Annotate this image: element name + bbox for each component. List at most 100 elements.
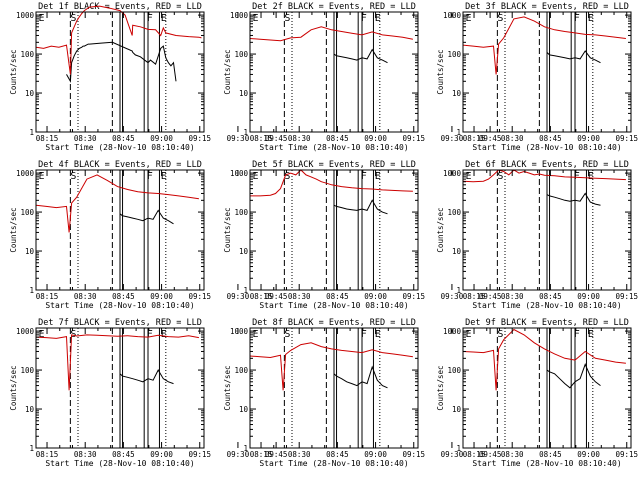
plot-frame: [35, 11, 205, 133]
y-tick-label: 1000: [443, 327, 462, 336]
chart-title: Det 6f BLACK = Events, RED = LLD: [465, 160, 629, 170]
y-tick-label: 10: [239, 89, 249, 98]
y-tick-label: 1000: [443, 169, 462, 178]
interval-marker-label: E: [375, 13, 381, 24]
plot-frame: [249, 327, 419, 449]
y-axis-label: Counts/sec: [223, 207, 232, 252]
y-tick-label: 10: [25, 405, 35, 414]
y-tick-label: 1000: [16, 11, 35, 20]
series-line-events: [546, 50, 601, 64]
x-tick-label: 09:30: [227, 134, 250, 143]
x-axis-label: Start Time (28-Nov-10 08:10:40): [472, 143, 621, 152]
y-tick-label: 1000: [443, 11, 462, 20]
x-axis-label: Start Time (28-Nov-10 08:10:40): [259, 301, 408, 310]
x-axis-label: Start Time (28-Nov-10 08:10:40): [259, 459, 408, 468]
y-tick-label: 100: [20, 50, 34, 59]
y-tick-label: 1: [243, 128, 248, 137]
y-tick-label: 100: [234, 208, 248, 217]
x-tick-label: 09:30: [441, 450, 464, 459]
x-tick-label: 09:00: [364, 292, 387, 301]
x-tick-label: 09:15: [402, 134, 425, 143]
interval-marker-label: E: [466, 171, 472, 182]
interval-marker-label: S: [70, 329, 76, 340]
interval-marker-label: S: [497, 171, 503, 182]
x-tick-label: 09:30: [227, 450, 250, 459]
x-tick-label: 08:30: [74, 292, 97, 301]
interval-marker-label: E: [161, 329, 167, 340]
x-tick-label: 08:30: [501, 450, 524, 459]
y-axis-label: Counts/sec: [9, 365, 18, 410]
interval-marker-label: F: [147, 13, 153, 24]
x-tick-label: 08:30: [288, 292, 311, 301]
interval-marker-label: E: [375, 171, 381, 182]
series-line-events: [333, 199, 388, 215]
x-axis-label: Start Time (28-Nov-10 08:10:40): [472, 459, 621, 468]
x-tick-label: 08:45: [326, 134, 349, 143]
y-tick-label: 1000: [230, 327, 249, 336]
series-line-events: [546, 363, 601, 389]
x-tick-label: 09:00: [577, 292, 600, 301]
chart-title: Det 4f BLACK = Events, RED = LLD: [38, 160, 202, 170]
y-axis-label: Counts/sec: [436, 49, 445, 94]
x-tick-label: 08:45: [326, 292, 349, 301]
y-axis-label: Counts/sec: [9, 207, 18, 252]
plot-frame: [462, 11, 632, 133]
interval-marker-label: F: [574, 13, 580, 24]
y-tick-label: 10: [25, 89, 35, 98]
y-tick-label: 100: [20, 366, 34, 375]
series-line-events: [333, 365, 388, 389]
y-tick-label: 1000: [16, 327, 35, 336]
y-tick-label: 10: [25, 247, 35, 256]
y-axis-label: Counts/sec: [436, 207, 445, 252]
chart-title: Det 2f BLACK = Events, RED = LLD: [252, 2, 416, 12]
interval-marker-label: S: [284, 329, 290, 340]
interval-marker-label: E: [588, 171, 594, 182]
x-tick-label: 08:45: [112, 450, 135, 459]
y-tick-label: 10: [452, 247, 462, 256]
interval-marker-label: F: [147, 329, 153, 340]
series-line-lld: [35, 334, 199, 391]
plot-frame: [35, 327, 205, 449]
y-tick-label: 1: [456, 286, 461, 295]
chart-title: Det 3f BLACK = Events, RED = LLD: [465, 2, 629, 12]
interval-marker-label: F: [361, 13, 367, 24]
series-line-lld: [249, 342, 413, 391]
interval-marker-label: E: [466, 329, 472, 340]
y-tick-label: 10: [452, 89, 462, 98]
interval-marker-label: E: [253, 171, 259, 182]
series-line-lld: [249, 26, 413, 42]
x-tick-label: 08:15: [36, 134, 59, 143]
x-tick-label: 09:00: [150, 450, 173, 459]
interval-marker-label: F: [361, 171, 367, 182]
plot-frame: [249, 169, 419, 291]
chart-title: Det 7f BLACK = Events, RED = LLD: [38, 318, 202, 328]
x-tick-label: 08:30: [288, 450, 311, 459]
y-tick-label: 10: [452, 405, 462, 414]
plot-frame: [249, 11, 419, 133]
series-line-events: [333, 48, 388, 64]
interval-marker-label: E: [466, 13, 472, 24]
series-line-events: [119, 209, 174, 225]
interval-marker-label: E: [253, 13, 259, 24]
series-line-lld: [250, 169, 413, 197]
y-axis-label: Counts/sec: [9, 49, 18, 94]
series-line-events: [546, 192, 601, 206]
chart-title: Det 5f BLACK = Events, RED = LLD: [252, 160, 416, 170]
interval-marker-label: E: [253, 329, 259, 340]
x-tick-label: 09:00: [150, 292, 173, 301]
series-line-events: [119, 369, 174, 385]
x-axis-label: Start Time (28-Nov-10 08:10:40): [259, 143, 408, 152]
x-tick-label: 09:15: [402, 292, 425, 301]
series-line-lld: [35, 174, 199, 233]
x-axis-label: Start Time (28-Nov-10 08:10:40): [45, 143, 194, 152]
interval-marker-label: S: [284, 171, 290, 182]
x-tick-label: 09:00: [364, 134, 387, 143]
x-tick-label: 09:00: [577, 450, 600, 459]
x-tick-label: 09:30: [441, 134, 464, 143]
interval-marker-label: E: [39, 329, 45, 340]
x-tick-label: 08:15: [463, 450, 486, 459]
